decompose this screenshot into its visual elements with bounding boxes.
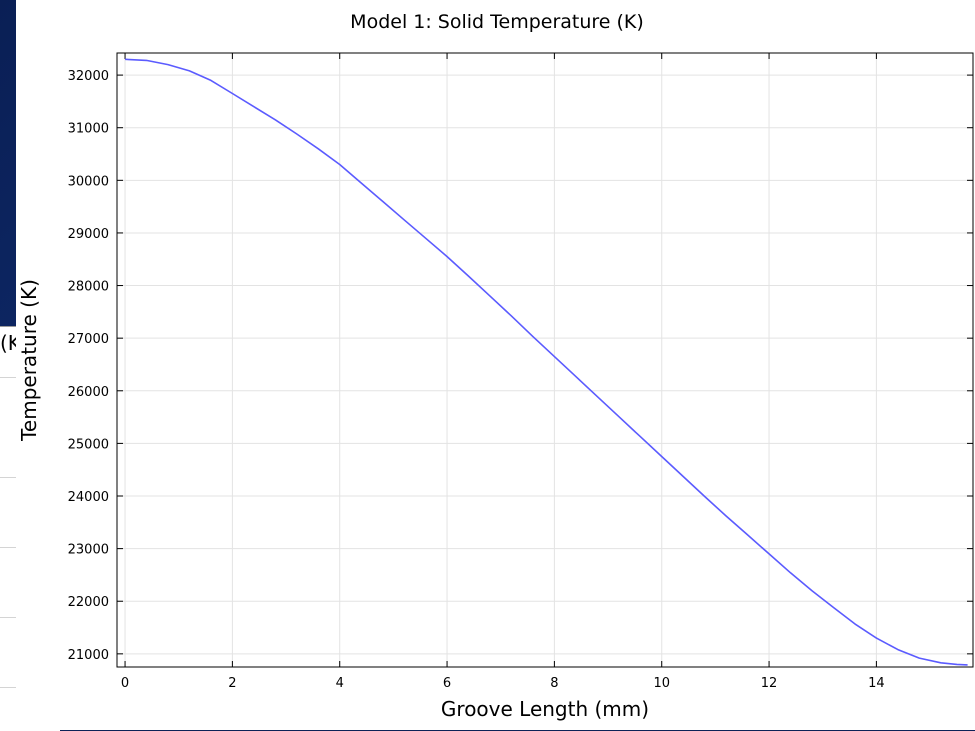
y-axis-title: Temperature (K) — [17, 279, 41, 442]
x-tick-label: 10 — [653, 676, 670, 691]
background-window-text: (K — [0, 331, 21, 355]
x-tick-label: 2 — [228, 676, 236, 691]
plot-window: Model 1: Solid Temperature (K) 0 2 4 6 8 10 12… — [16, 0, 975, 730]
x-tick-label: 8 — [550, 676, 558, 691]
grid — [117, 53, 973, 667]
axis-ticks: 0 2 4 6 8 10 12 14 21000 22000 23000 24000 25000 2600… — [68, 53, 973, 691]
y-tick-label: 31000 — [68, 122, 109, 137]
series-layer — [125, 58, 968, 666]
y-tick-label: 30000 — [68, 174, 109, 189]
y-tick-label: 32000 — [68, 69, 109, 84]
y-tick-label: 26000 — [68, 385, 109, 400]
y-tick-label: 29000 — [68, 227, 109, 242]
x-tick-label: 6 — [443, 676, 451, 691]
x-tick-label: 12 — [761, 676, 778, 691]
line-chart: Model 1: Solid Temperature (K) 0 2 4 6 8 10 12… — [17, 11, 974, 721]
y-tick-label: 27000 — [68, 332, 109, 347]
x-tick-label: 4 — [336, 676, 344, 691]
temperature-series-line — [125, 58, 968, 666]
y-tick-label: 22000 — [68, 595, 109, 610]
y-tick-label: 25000 — [68, 437, 109, 452]
y-tick-label: 28000 — [68, 280, 109, 295]
x-axis-title: Groove Length (mm) — [441, 697, 649, 721]
y-tick-label: 23000 — [68, 543, 109, 558]
x-tick-label: 0 — [121, 676, 129, 691]
chart-title: Model 1: Solid Temperature (K) — [350, 11, 644, 33]
plot-frame — [116, 52, 974, 668]
y-tick-label: 21000 — [68, 648, 109, 663]
x-tick-label: 14 — [868, 676, 885, 691]
y-tick-label: 24000 — [68, 490, 109, 505]
